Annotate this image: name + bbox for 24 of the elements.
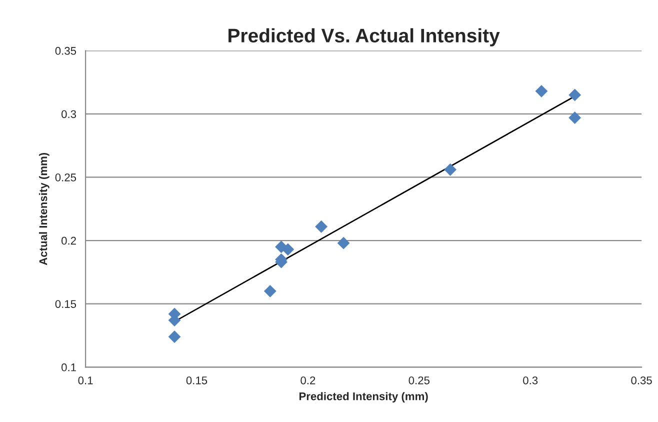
point (568, 88, 582, 102)
y-tick-label: 0.15 (55, 300, 76, 308)
point (168, 330, 181, 343)
x-tick-label: 0.2 (300, 376, 316, 384)
y-tick-label: 0.3 (62, 110, 76, 118)
x-tick-label: 0.15 (186, 376, 208, 384)
point (337, 236, 350, 250)
x-axis-title: Predicted Intensity (mm) (299, 392, 428, 402)
x-tick-label: 0.1 (78, 376, 93, 384)
chart-title: Predicted Vs. Actual Intensity (228, 28, 500, 46)
point (282, 243, 294, 256)
point (315, 220, 328, 233)
y-tick-label: 0.1 (62, 363, 76, 372)
x-tick-label: 0.25 (408, 376, 430, 384)
y-tick-label: 0.35 (55, 46, 76, 55)
point (264, 284, 276, 298)
y-tick-label: 0.2 (62, 236, 76, 245)
y-axis-title: Actual Intensity (mm) (38, 152, 50, 266)
point (568, 112, 582, 124)
point (444, 163, 456, 176)
y-tick-label: 0.25 (55, 174, 76, 182)
x-tick-label: 0.3 (523, 376, 538, 384)
point (535, 84, 548, 98)
x-tick-label: 0.35 (631, 376, 652, 384)
